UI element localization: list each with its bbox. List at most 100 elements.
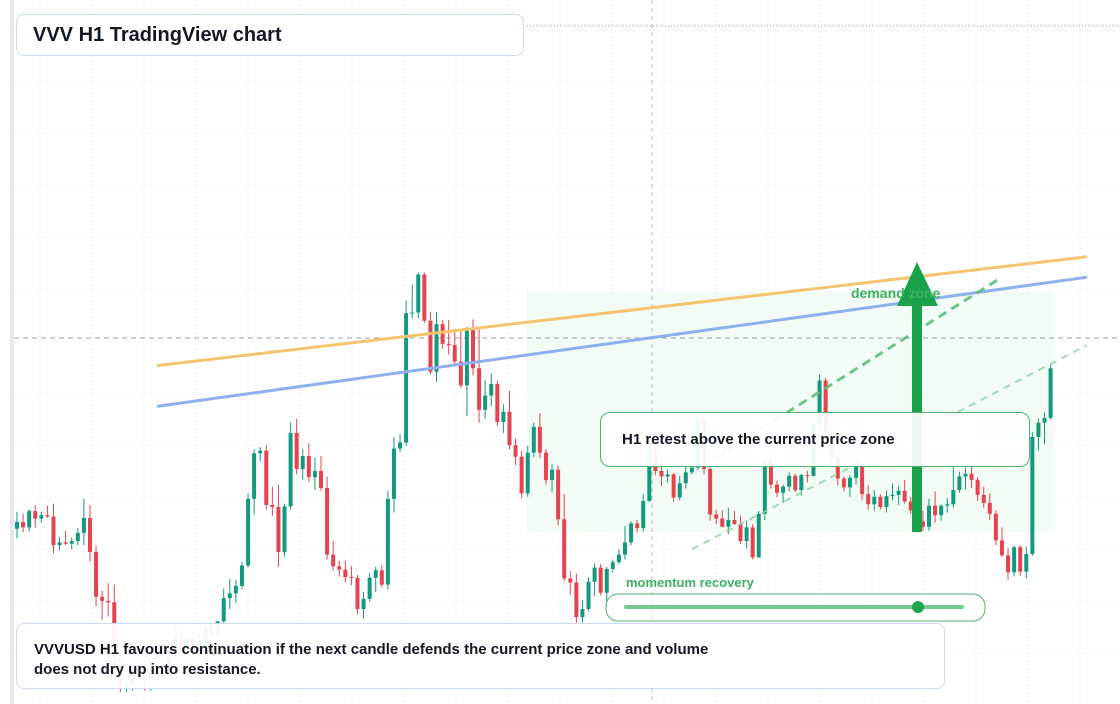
- retest-callout-text: H1 retest above the current price zone: [622, 431, 895, 448]
- candle-body: [623, 542, 627, 555]
- candle: [410, 284, 415, 319]
- candle: [732, 511, 737, 525]
- candle-body: [464, 330, 469, 386]
- candle-body: [665, 474, 670, 477]
- candle-body: [325, 488, 330, 555]
- candle-body: [294, 432, 299, 469]
- candle: [586, 577, 591, 612]
- trendline-dashed: [709, 275, 1003, 463]
- candle: [1012, 545, 1017, 577]
- candle-body: [592, 567, 597, 582]
- momentum-slider-handle: [912, 601, 924, 613]
- candle-body: [252, 453, 257, 499]
- candle-body: [45, 515, 50, 517]
- candle: [574, 573, 579, 623]
- candle-body: [671, 474, 676, 498]
- candle: [945, 498, 950, 513]
- candle: [246, 493, 251, 568]
- candle: [580, 600, 585, 623]
- candle: [325, 476, 330, 560]
- candle: [367, 573, 372, 602]
- candle: [264, 445, 269, 510]
- candle-body: [799, 475, 804, 491]
- candle-body: [337, 566, 342, 570]
- candle-body: [422, 274, 427, 321]
- candle-body: [556, 469, 561, 520]
- candle-body: [452, 345, 457, 362]
- candle: [908, 496, 913, 514]
- momentum-slider[interactable]: [605, 593, 986, 622]
- candle: [337, 560, 342, 577]
- candle-body: [823, 380, 828, 431]
- candle: [477, 329, 482, 423]
- candle: [446, 320, 451, 355]
- candle: [878, 494, 883, 510]
- demand-arrow-head: [897, 262, 938, 306]
- candle: [57, 536, 62, 551]
- candle: [987, 493, 992, 520]
- candle-body: [933, 505, 938, 516]
- candle-body: [999, 540, 1004, 556]
- candle: [556, 465, 561, 526]
- candle-body: [81, 517, 86, 533]
- left-edge-bar: [10, 0, 14, 704]
- candle-body: [750, 527, 755, 558]
- candle-body: [21, 522, 26, 528]
- candle: [489, 373, 494, 407]
- candle: [501, 404, 506, 433]
- caption-line-1: VVVUSD H1 favours continuation if the ne…: [34, 641, 709, 658]
- candle-body: [312, 471, 317, 478]
- candle-body: [890, 494, 895, 497]
- candle-body: [87, 517, 92, 552]
- candle: [665, 469, 670, 483]
- demand-zone-label: demand zone: [851, 285, 941, 301]
- candle-body: [647, 451, 652, 501]
- candle-body: [854, 464, 859, 478]
- candle: [495, 380, 500, 427]
- candle-body: [343, 569, 348, 578]
- candle-body: [288, 432, 293, 507]
- candle: [787, 472, 792, 492]
- candle: [15, 511, 19, 539]
- candle: [1042, 412, 1047, 445]
- candle: [252, 449, 257, 515]
- candle: [379, 564, 384, 588]
- candle: [45, 505, 50, 518]
- candle-body: [391, 448, 396, 499]
- caption-line-2: does not dry up into resistance.: [34, 661, 261, 678]
- candle: [714, 509, 719, 525]
- candle-body: [969, 473, 974, 480]
- candle-body: [276, 507, 281, 552]
- candle-body: [1042, 417, 1047, 423]
- candle-body: [732, 519, 737, 525]
- candle-body: [106, 600, 111, 603]
- candle-body: [981, 494, 986, 503]
- candle-body: [781, 486, 786, 493]
- candle-body: [100, 596, 105, 601]
- candle: [1048, 364, 1053, 420]
- candle-body: [440, 324, 445, 344]
- candle-body: [927, 505, 931, 527]
- candle: [896, 485, 901, 505]
- candle-body: [635, 523, 640, 529]
- candle: [21, 513, 26, 533]
- candle: [1030, 432, 1035, 556]
- candle-body: [471, 330, 475, 369]
- candle-body: [580, 609, 585, 618]
- candle-body: [513, 445, 518, 457]
- candle-body: [1048, 368, 1053, 418]
- candle-body: [920, 521, 925, 527]
- candle: [464, 326, 469, 416]
- candle-body: [762, 461, 767, 514]
- candle-body: [355, 577, 360, 610]
- candle: [1018, 545, 1023, 576]
- candle: [1036, 418, 1041, 451]
- candle: [1006, 547, 1011, 580]
- candle: [319, 456, 323, 491]
- candle: [884, 490, 889, 513]
- candle-body: [860, 464, 865, 495]
- analysis-caption: VVVUSD H1 favours continuation if the ne…: [16, 623, 945, 689]
- candle: [592, 563, 597, 597]
- candle: [1024, 546, 1029, 579]
- candle-body: [495, 383, 500, 423]
